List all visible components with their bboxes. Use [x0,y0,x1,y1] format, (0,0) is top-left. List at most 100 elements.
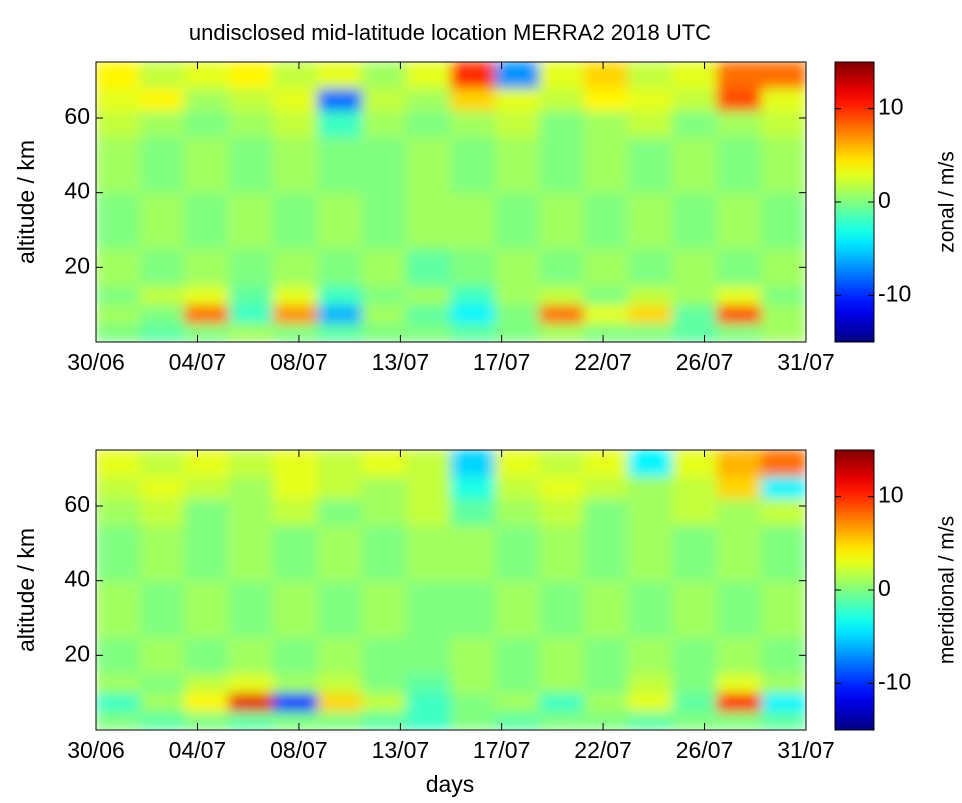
heat-cell [273,110,319,138]
heat-cell [761,636,806,675]
heat-cell [273,475,319,500]
heat-cell [494,62,541,89]
heat-cell [184,524,230,582]
heat-cell [273,304,319,324]
colorbar-tick-label: 10 [878,94,904,120]
heat-cell [494,692,541,712]
heat-cell [317,87,363,112]
heat-cell [96,87,141,112]
heat-cell [494,322,541,342]
heat-cell [583,450,629,477]
heat-cell [450,673,496,694]
colorbar-tick-label: 10 [878,482,904,508]
heat-cell [184,498,230,526]
heat-cell [228,322,274,342]
heat-cell [406,475,452,500]
heat-cell [494,580,541,638]
colorbar-label: meridional / m/s [936,516,959,664]
heat-cell [494,475,541,500]
heat-cell [228,248,274,287]
heat-cell [317,692,363,712]
heat-cell [228,450,274,477]
y-tick-label: 20 [64,252,90,278]
heat-cell [539,322,585,342]
heat-cell [184,110,230,138]
heat-cell [184,285,230,306]
heat-cell [184,636,230,675]
heat-cell [406,304,452,324]
heat-cell [317,450,363,477]
heat-cell [139,498,186,526]
colorbar-tick-label: -10 [878,280,911,306]
heat-cell [228,110,274,138]
heat-cell [361,62,408,89]
heat-cell [628,636,674,675]
heat-cell [361,673,408,694]
heat-cell [184,192,230,250]
heat-cell [450,62,496,89]
heat-cell [273,322,319,342]
heat-cell [361,285,408,306]
heat-cell [273,192,319,250]
colorbar-label: zonal / m/s [936,151,959,253]
heat-cell [583,136,629,194]
heat-cell [672,710,718,730]
heatmap [96,62,806,342]
heat-cell [761,136,806,194]
heat-cell [273,710,319,730]
heat-cell [96,580,141,638]
x-tick-label: 17/07 [473,737,531,763]
heat-cell [672,475,718,500]
heat-cell [361,580,408,638]
heat-cell [406,248,452,287]
heat-cell [139,304,186,324]
heat-cell [716,192,763,250]
heat-cell [539,192,585,250]
heat-cell [317,580,363,638]
heat-cell [96,710,141,730]
heat-cell [139,87,186,112]
heat-cell [761,580,806,638]
heat-cell [761,322,806,342]
heat-cell [228,62,274,89]
heat-cell [716,524,763,582]
heat-cell [228,192,274,250]
heat-cell [494,192,541,250]
heat-cell [228,524,274,582]
heat-cell [184,136,230,194]
heat-cell [139,692,186,712]
heat-cell [494,110,541,138]
heat-cell [361,248,408,287]
colorbar-tick-label: -10 [878,668,911,694]
heat-cell [96,62,141,89]
heat-cell [96,636,141,675]
heat-cell [672,692,718,712]
heat-cell [716,498,763,526]
heat-cell [361,192,408,250]
heat-cell [672,322,718,342]
heat-cell [96,524,141,582]
heat-cell [761,450,806,477]
heat-cell [761,192,806,250]
heat-cell [539,692,585,712]
x-tick-label: 04/07 [169,737,227,763]
heat-cell [184,580,230,638]
heat-cell [583,110,629,138]
heat-cell [761,304,806,324]
heat-cell [361,87,408,112]
heat-cell [139,710,186,730]
heat-cell [317,710,363,730]
heat-cell [228,636,274,675]
heat-cell [361,524,408,582]
heat-cell [583,87,629,112]
heat-cell [494,285,541,306]
heat-cell [139,524,186,582]
heat-cell [450,475,496,500]
heat-cell [406,524,452,582]
heat-cell [539,87,585,112]
heat-cell [317,62,363,89]
heat-cell [96,304,141,324]
heat-cell [672,498,718,526]
heat-cell [139,110,186,138]
heat-cell [361,692,408,712]
